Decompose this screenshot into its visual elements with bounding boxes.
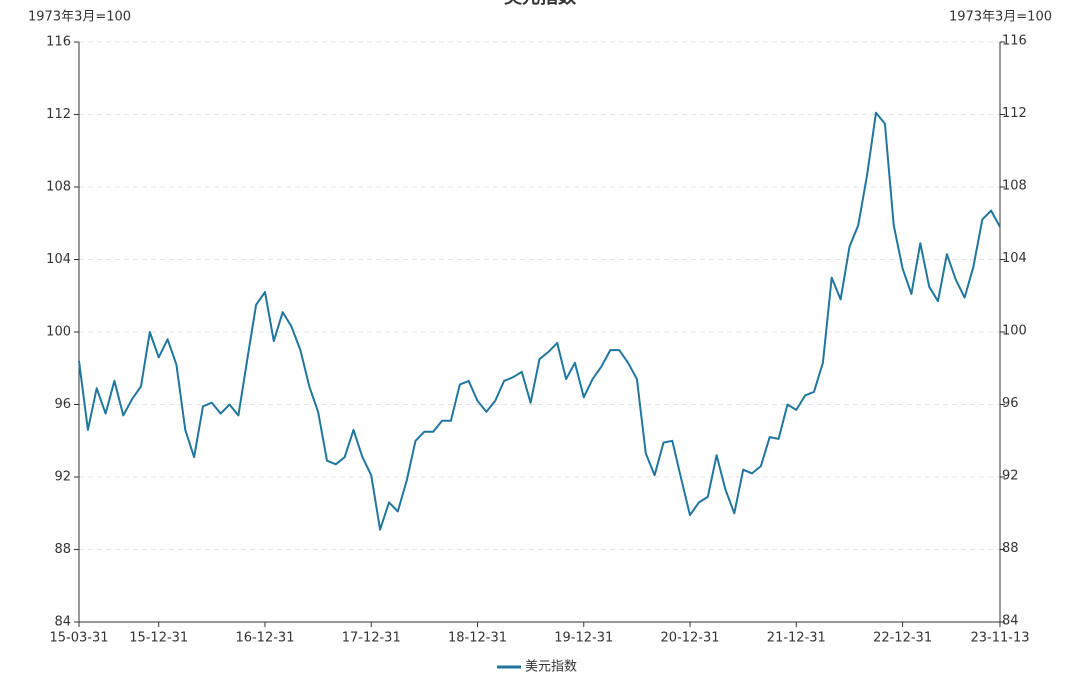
y-tick-label: 100: [46, 325, 71, 340]
y2-tick-label: 116: [1002, 34, 1027, 49]
x-tick-label: 19-12-31: [554, 631, 613, 646]
y-tick-label: 84: [54, 615, 71, 630]
x-tick-label: 22-12-31: [873, 631, 932, 646]
legend-label: 美元指数: [525, 660, 577, 675]
y-axis-label: 1973年3月=100: [28, 10, 131, 25]
y2-tick-label: 104: [1002, 251, 1027, 266]
x-tick-label: 18-12-31: [448, 631, 507, 646]
y-tick-label: 104: [46, 252, 71, 267]
x-tick-label: 17-12-31: [342, 631, 401, 646]
x-tick-label: 23-11-13: [970, 631, 1029, 646]
x-tick-label: 21-12-31: [767, 631, 826, 646]
y-tick-label: 88: [54, 542, 71, 557]
y2-tick-label: 92: [1002, 469, 1019, 484]
y2-tick-label: 96: [1002, 396, 1019, 411]
y2-axis-label: 1973年3月=100: [949, 10, 1052, 25]
y2-tick-label: 108: [1002, 179, 1027, 194]
y2-tick-label: 112: [1002, 106, 1027, 121]
y2-tick-label: 84: [1002, 614, 1019, 629]
y-tick-label: 112: [46, 107, 71, 122]
x-tick-label: 15-03-31: [49, 631, 108, 646]
x-tick-label: 20-12-31: [661, 631, 720, 646]
y2-tick-label: 88: [1002, 541, 1019, 556]
x-tick-label: 15-12-31: [129, 631, 188, 646]
y-tick-label: 96: [54, 397, 71, 412]
data-line: [78, 111, 1001, 531]
y-tick-label: 108: [46, 180, 71, 195]
y-tick-label: 116: [46, 35, 71, 50]
y-tick-label: 92: [54, 470, 71, 485]
y2-tick-label: 100: [1002, 324, 1027, 339]
x-tick-label: 16-12-31: [235, 631, 294, 646]
chart-title: 美元指数: [504, 0, 577, 8]
